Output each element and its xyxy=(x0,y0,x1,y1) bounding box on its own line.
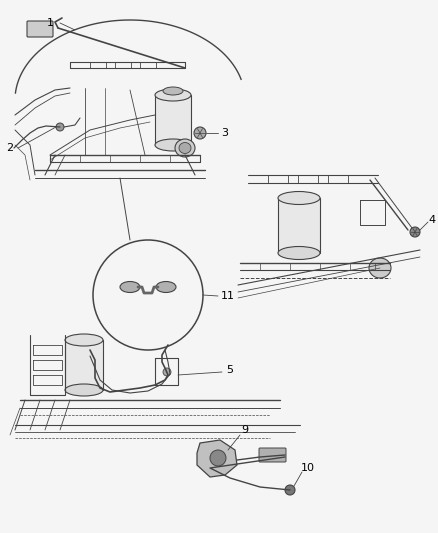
Circle shape xyxy=(194,127,206,139)
Text: 2: 2 xyxy=(7,143,14,153)
Circle shape xyxy=(210,450,226,466)
Circle shape xyxy=(56,123,64,131)
Ellipse shape xyxy=(163,87,183,95)
Ellipse shape xyxy=(155,139,191,151)
Circle shape xyxy=(410,227,420,237)
Ellipse shape xyxy=(65,334,103,346)
Ellipse shape xyxy=(369,258,391,278)
Bar xyxy=(65,340,103,390)
Ellipse shape xyxy=(156,281,176,293)
Text: 4: 4 xyxy=(428,215,435,225)
Polygon shape xyxy=(197,440,237,477)
Circle shape xyxy=(163,368,171,376)
Ellipse shape xyxy=(175,139,195,157)
Ellipse shape xyxy=(278,191,320,205)
Ellipse shape xyxy=(155,89,191,101)
FancyBboxPatch shape xyxy=(259,448,286,462)
FancyBboxPatch shape xyxy=(27,21,53,37)
Circle shape xyxy=(285,485,295,495)
Ellipse shape xyxy=(179,142,191,154)
Text: 5: 5 xyxy=(226,365,233,375)
Bar xyxy=(278,198,320,253)
Text: 11: 11 xyxy=(221,291,235,301)
Circle shape xyxy=(93,240,203,350)
Text: 9: 9 xyxy=(241,425,248,435)
Text: 3: 3 xyxy=(222,128,229,138)
Ellipse shape xyxy=(278,246,320,260)
Ellipse shape xyxy=(65,384,103,396)
Ellipse shape xyxy=(120,281,140,293)
Text: 10: 10 xyxy=(301,463,315,473)
Bar xyxy=(155,95,191,145)
Text: 1: 1 xyxy=(46,18,53,28)
